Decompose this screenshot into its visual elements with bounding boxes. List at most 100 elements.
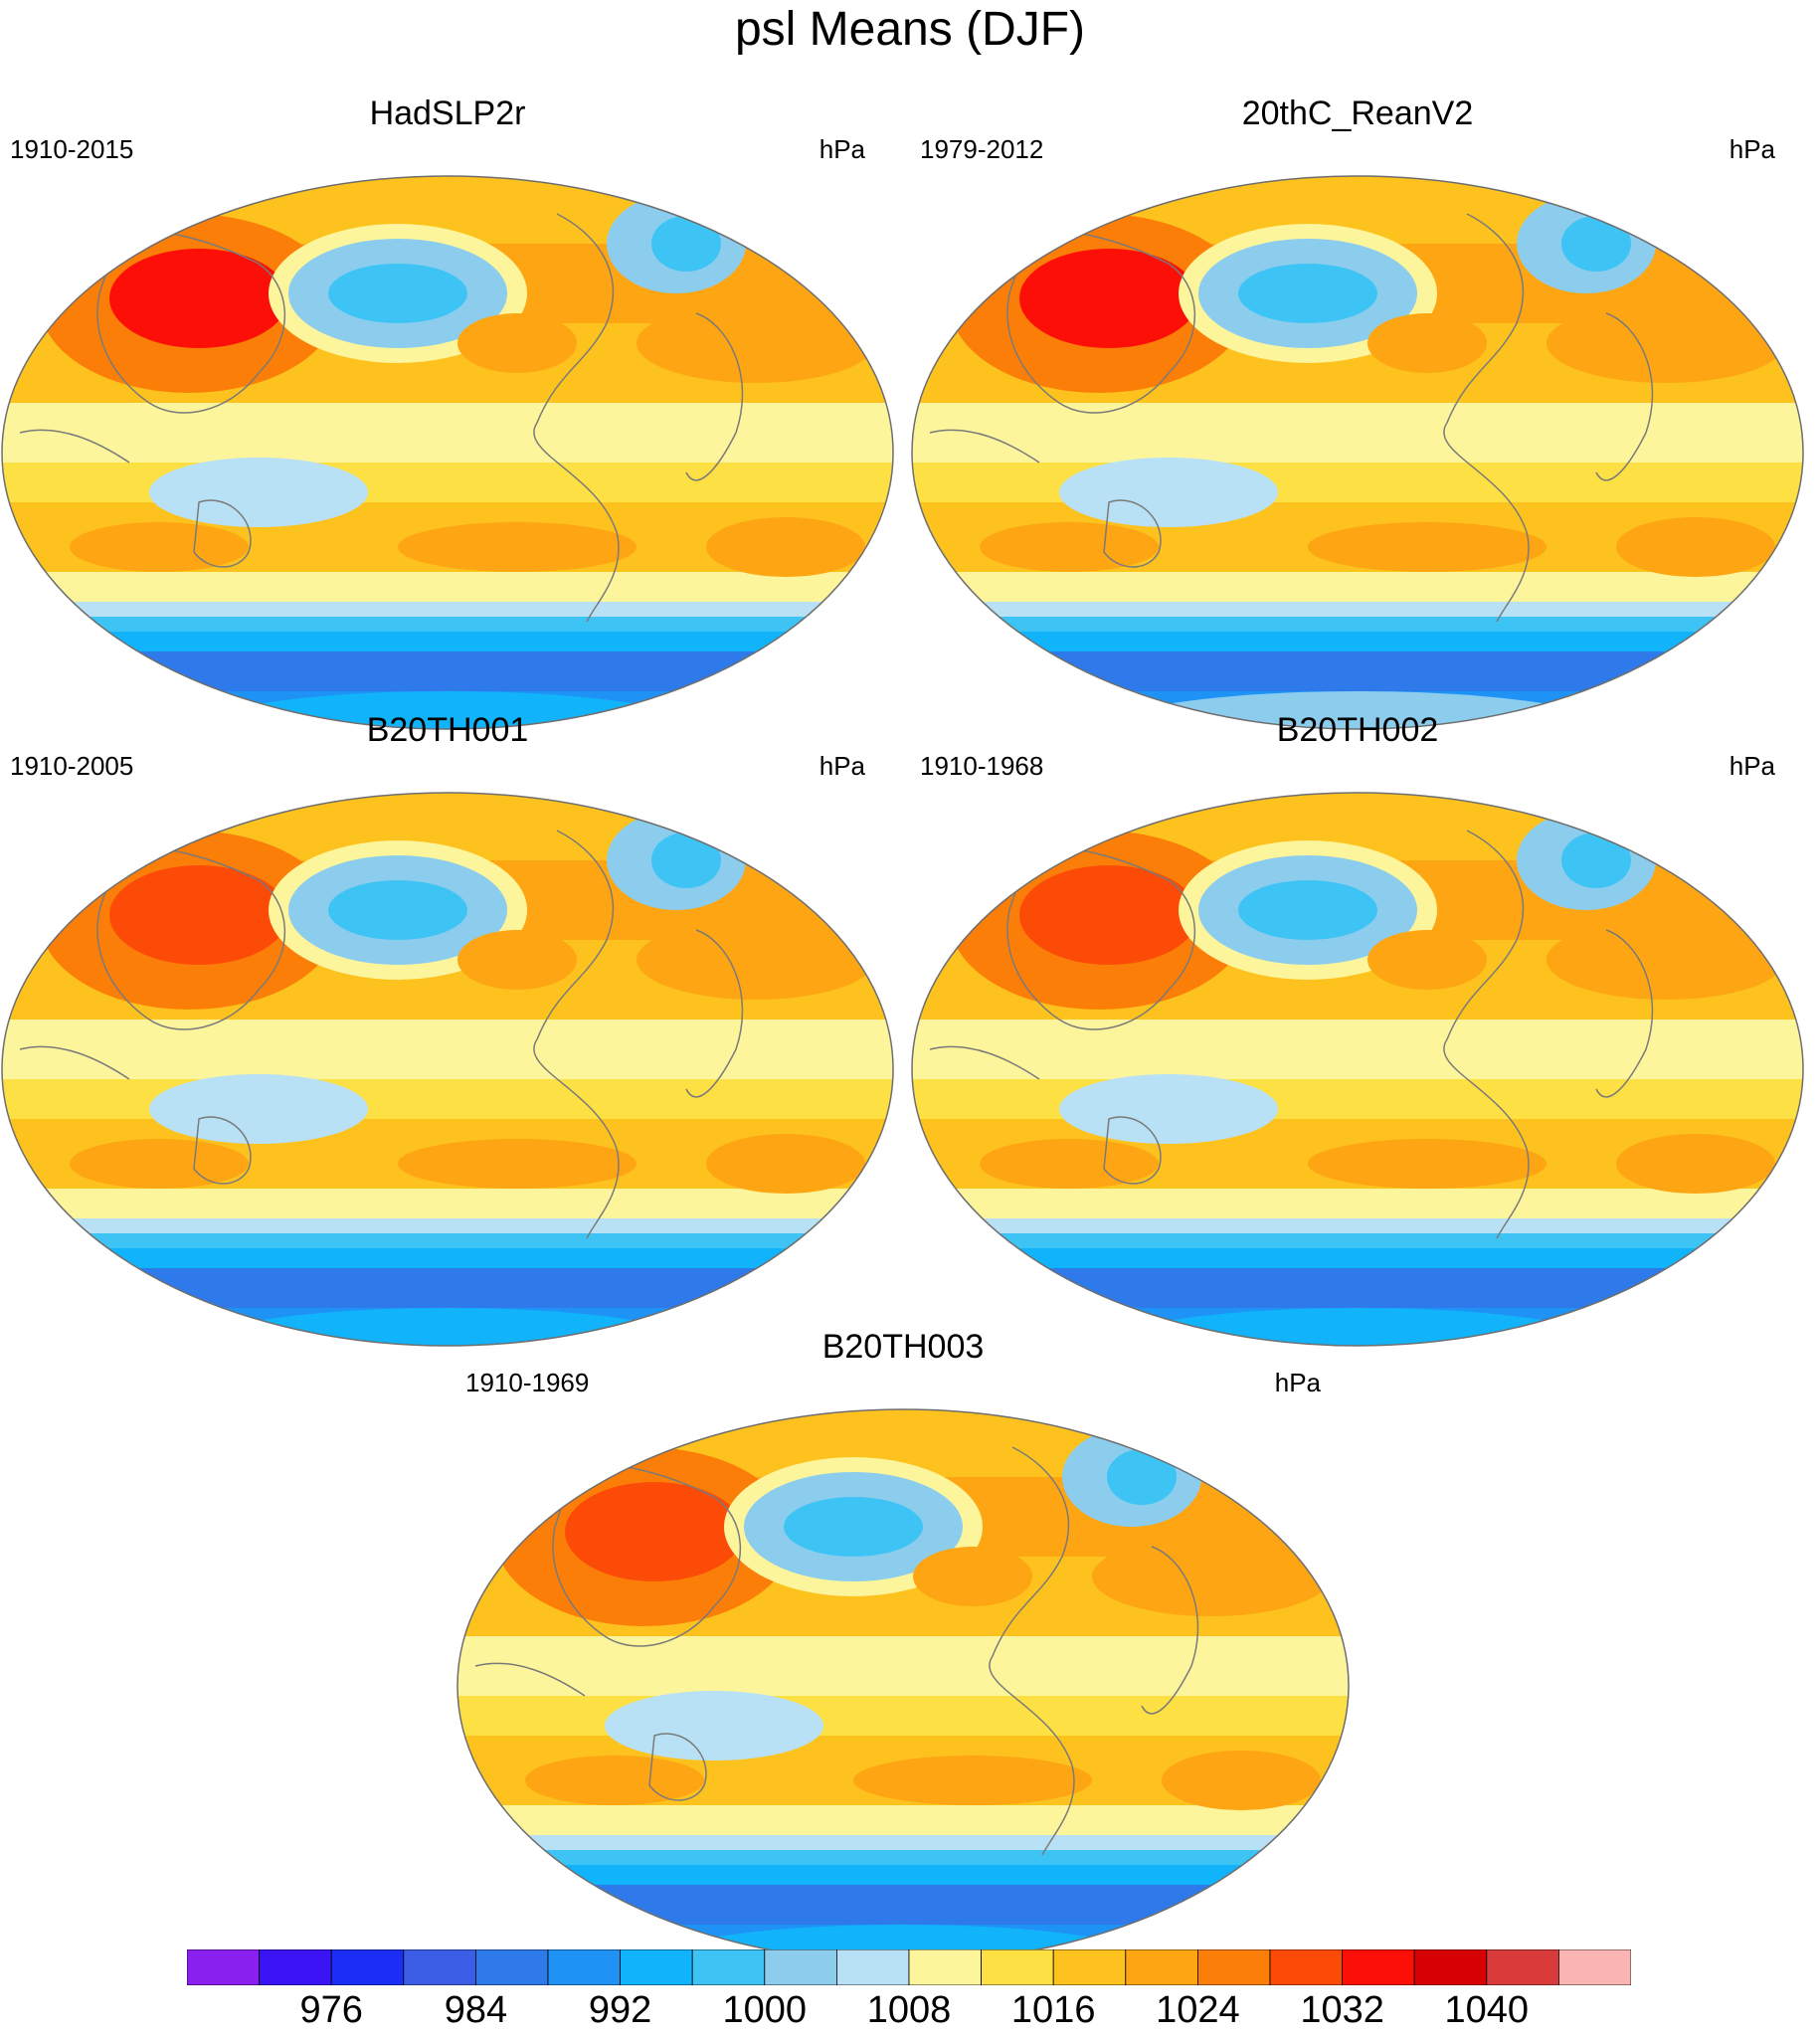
coastline (989, 1446, 1075, 1856)
colorbar-swatch (1052, 1949, 1127, 1985)
coastline (685, 312, 744, 481)
siberian-high-core (1019, 865, 1198, 965)
coastline (19, 429, 130, 463)
colorbar-swatch (981, 1949, 1054, 1985)
pressure-band (457, 1865, 1349, 1885)
south-indian-high (980, 522, 1159, 572)
pressure-band (2, 632, 893, 651)
colorbar-swatch (1413, 1949, 1488, 1985)
pressure-field (912, 793, 1803, 1346)
na-high (457, 930, 577, 990)
colorbar-swatch (330, 1949, 405, 1985)
units-label: hPa (1274, 1368, 1321, 1397)
colorbar-swatch (1558, 1949, 1631, 1985)
icelandic-low-core (1107, 1449, 1177, 1505)
pressure-band (457, 1885, 1349, 1925)
units-label: hPa (819, 751, 865, 781)
antarctica (189, 691, 706, 729)
siberian-high-core (1019, 249, 1198, 348)
colorbar-tick-label: 1016 (1010, 1989, 1096, 2031)
colorbar-swatch (764, 1949, 837, 1985)
tropical-low (1059, 458, 1278, 527)
south-indian-high (70, 1139, 249, 1189)
pressure-band (2, 1218, 893, 1233)
aleutian-low-core (784, 1497, 923, 1557)
pressure-band (457, 1805, 1349, 1835)
coastline (552, 1463, 741, 1647)
coastline (474, 1662, 586, 1697)
aleutian-low-core (328, 880, 467, 940)
antarctica (644, 1925, 1162, 1962)
panel-20thc: 20thC_ReanV2 1979-2012 hPa (910, 94, 1805, 730)
colorbar-swatch (547, 1949, 621, 1985)
pressure-band (457, 1636, 1349, 1696)
siberian-high-core (565, 1482, 744, 1581)
icelandic-low-core (651, 216, 721, 272)
coastline (19, 1045, 130, 1080)
map-border (911, 792, 1804, 1347)
map-hadslp2r (1, 175, 894, 730)
colorbar-swatch (259, 1949, 332, 1985)
colorbar-swatch (620, 1949, 693, 1985)
pressure-field (2, 793, 893, 1346)
na-high (1367, 313, 1487, 373)
south-atlantic-high (706, 517, 865, 577)
colorbar-tick-label: 1008 (866, 1989, 952, 2031)
pressure-band (2, 602, 893, 617)
colorbar-swatch (403, 1949, 476, 1985)
tropical-low (149, 458, 368, 527)
coastline (1141, 1546, 1199, 1715)
pressure-band (912, 1233, 1803, 1248)
panel-title: B20TH001 (366, 711, 529, 749)
pressure-band (2, 403, 893, 463)
siberian-high-core (109, 249, 288, 348)
pressure-band (2, 1233, 893, 1248)
panel-hadslp2r: HadSLP2r 1910-2015 hPa (0, 94, 895, 730)
tropical-low (149, 1074, 368, 1144)
panel-title: 20thC_ReanV2 (1241, 94, 1474, 132)
colorbar-tick-label: 976 (299, 1989, 363, 2031)
pressure-band (912, 572, 1803, 602)
azores-high (1547, 303, 1785, 383)
aleutian-low-core (1238, 264, 1377, 323)
pressure-band (2, 572, 893, 602)
south-atlantic-high (1616, 1134, 1775, 1194)
colorbar-swatch (474, 1949, 549, 1985)
tropical-low (1059, 1074, 1278, 1144)
units-label: hPa (1729, 134, 1775, 164)
panel-b20th001: B20TH001 1910-2005 hPa (0, 711, 895, 1347)
south-indian-high (525, 1756, 704, 1805)
azores-high (1092, 1537, 1331, 1616)
panel-title: HadSLP2r (369, 94, 526, 132)
colorbar-swatch (1342, 1949, 1415, 1985)
period-label: 1910-1968 (920, 751, 1044, 781)
siberian-high-core (109, 865, 288, 965)
pressure-band (912, 1248, 1803, 1268)
map-border (911, 175, 1804, 730)
south-atlantic-high (1162, 1751, 1321, 1810)
antarctica (189, 1308, 706, 1346)
icelandic-low-core (651, 833, 721, 888)
pressure-band (912, 632, 1803, 651)
panel-title: B20TH003 (821, 1328, 985, 1366)
aleutian-low-core (328, 264, 467, 323)
pressure-band (2, 1268, 893, 1308)
coastline (1595, 929, 1654, 1098)
panel-b20th002: B20TH002 1910-1968 hPa (910, 711, 1805, 1347)
coastline (1595, 312, 1654, 481)
pressure-band (912, 1268, 1803, 1308)
south-pacific-high (1308, 1139, 1547, 1189)
coastline (96, 846, 285, 1030)
period-label: 1910-2015 (10, 134, 134, 164)
colorbar-tick-label: 992 (588, 1989, 652, 2031)
coastline (1103, 1116, 1162, 1185)
map-border (1, 175, 894, 730)
panel-b20th003: B20TH003 1910-1969 hPa (455, 1328, 1351, 1963)
pressure-field (912, 176, 1803, 729)
south-indian-high (70, 522, 249, 572)
map-20thc (911, 175, 1804, 730)
coastline (1006, 846, 1195, 1030)
pressure-band (912, 463, 1803, 502)
pressure-band (457, 1835, 1349, 1850)
pressure-band (912, 602, 1803, 617)
